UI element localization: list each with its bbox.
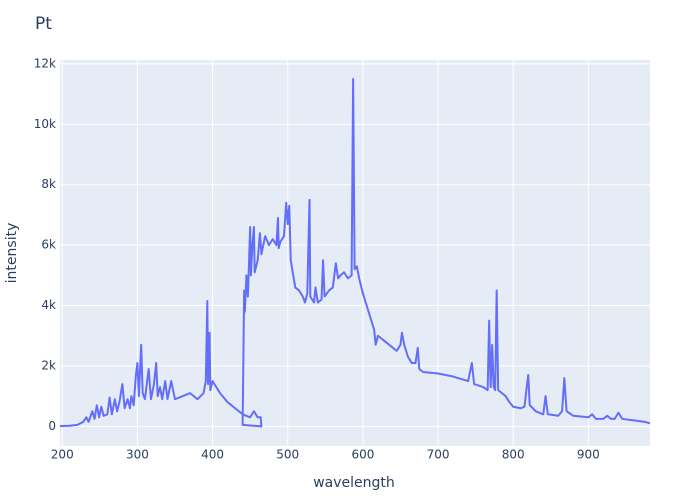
y-tick-label: 0 (48, 419, 56, 433)
x-tick-label: 800 (502, 448, 525, 462)
y-tick-label: 4k (41, 298, 56, 312)
x-tick-label: 600 (351, 448, 374, 462)
x-tick-label: 400 (201, 448, 224, 462)
x-axis-title: wavelength (313, 475, 395, 491)
y-tick-label: 8k (41, 177, 56, 191)
x-tick-label: 500 (276, 448, 299, 462)
chart-title: Pt (35, 14, 52, 34)
y-tick-label: 12k (34, 56, 56, 70)
y-tick-label: 2k (41, 358, 56, 372)
x-tick-label: 200 (51, 448, 74, 462)
x-tick-label: 900 (577, 448, 600, 462)
data-line (59, 78, 651, 428)
x-tick-label: 300 (126, 448, 149, 462)
y-tick-label: 6k (41, 238, 56, 252)
y-tick-label: 10k (34, 117, 56, 131)
y-axis-title: intensity (4, 223, 20, 284)
x-tick-label: 700 (427, 448, 450, 462)
